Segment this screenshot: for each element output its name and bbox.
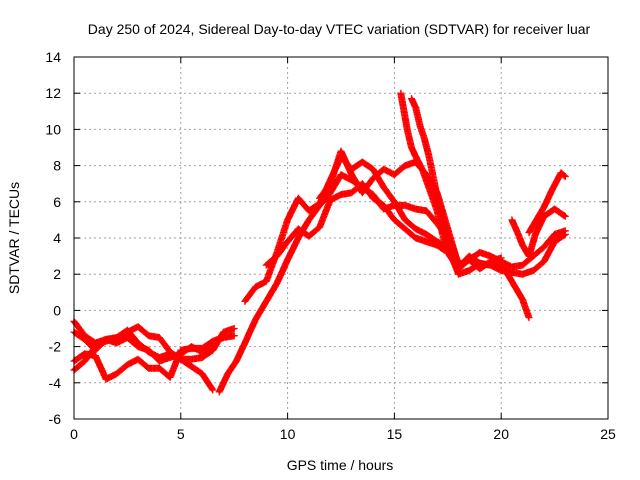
y-tick-label: 4 [53,230,61,246]
y-tick-label: 0 [53,302,61,318]
y-tick-label: 8 [53,158,61,174]
y-tick-label: 2 [53,266,61,282]
series-trace-9 [397,89,462,271]
series-markers [397,89,462,271]
grid-lines [74,57,608,419]
series-trace-6 [241,153,533,322]
y-axis-label: SDTVAR / TECUs [6,182,22,294]
series-markers [241,153,533,322]
x-tick-label: 10 [280,426,296,442]
y-tick-label: 6 [53,194,61,210]
series-markers [525,169,569,237]
series-trace-12 [525,169,569,237]
x-tick-label: 5 [177,426,185,442]
data-series [70,89,569,396]
y-tick-label: -4 [49,375,62,391]
series-markers [408,95,462,267]
y-tick-label: 10 [45,121,61,137]
x-tick-label: 0 [70,426,78,442]
axis-ticks: 0 5 10 15 20 25 -6 -4 -2 0 2 4 6 8 10 12 14 [45,49,616,442]
y-tick-label: 12 [45,85,61,101]
series-markers [508,205,569,260]
chart-title: Day 250 of 2024, Sidereal Day-to-day VTE… [88,21,591,37]
series-trace-10 [408,95,462,267]
x-axis-label: GPS time / hours [287,457,394,473]
y-tick-label: -6 [49,411,62,427]
series-trace-11 [508,205,569,260]
y-tick-label: 14 [45,49,61,65]
x-tick-label: 15 [387,426,403,442]
x-tick-label: 25 [600,426,616,442]
y-tick-label: -2 [49,339,62,355]
x-tick-label: 20 [493,426,509,442]
